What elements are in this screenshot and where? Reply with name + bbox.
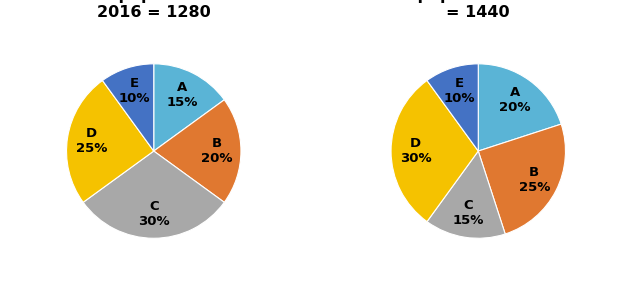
Text: D
25%: D 25%	[76, 127, 107, 155]
Text: A
20%: A 20%	[499, 86, 531, 114]
Wedge shape	[427, 64, 478, 151]
Wedge shape	[478, 64, 561, 151]
Wedge shape	[66, 80, 154, 202]
Text: C
15%: C 15%	[453, 199, 484, 227]
Text: C
30%: C 30%	[138, 200, 169, 228]
Wedge shape	[102, 64, 154, 151]
Wedge shape	[478, 124, 566, 234]
Wedge shape	[83, 151, 224, 238]
Text: E
10%: E 10%	[119, 77, 150, 105]
Text: A
15%: A 15%	[167, 81, 198, 109]
Title: Total population in
2016 = 1280: Total population in 2016 = 1280	[69, 0, 238, 20]
Text: B
25%: B 25%	[518, 166, 550, 194]
Title: Total population in 2017
= 1440: Total population in 2017 = 1440	[368, 0, 588, 20]
Text: B
20%: B 20%	[201, 137, 233, 165]
Wedge shape	[427, 151, 505, 238]
Text: D
30%: D 30%	[399, 137, 431, 165]
Wedge shape	[154, 64, 224, 151]
Text: E
10%: E 10%	[443, 77, 475, 105]
Wedge shape	[391, 80, 478, 222]
Wedge shape	[154, 100, 241, 202]
